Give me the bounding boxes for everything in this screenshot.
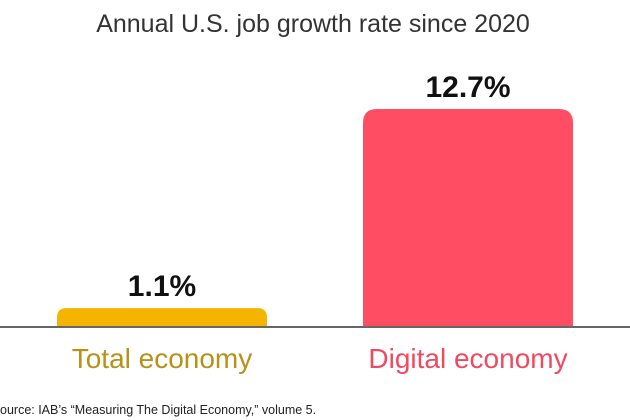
category-label-digital-economy: Digital economy: [368, 343, 567, 374]
bar-total-economy: [57, 308, 267, 327]
chart-title: Annual U.S. job growth rate since 2020: [96, 10, 530, 38]
category-label-total-economy: Total economy: [72, 343, 253, 374]
bar-digital-economy: [363, 109, 573, 327]
source-note: ource: IAB’s “Measuring The Digital Econ…: [0, 403, 316, 417]
data-label-digital-economy: 12.7%: [425, 71, 510, 104]
data-label-total-economy: 1.1%: [128, 270, 196, 303]
bars-group: 1.1% Total economy 12.7% Digital economy: [57, 71, 573, 374]
